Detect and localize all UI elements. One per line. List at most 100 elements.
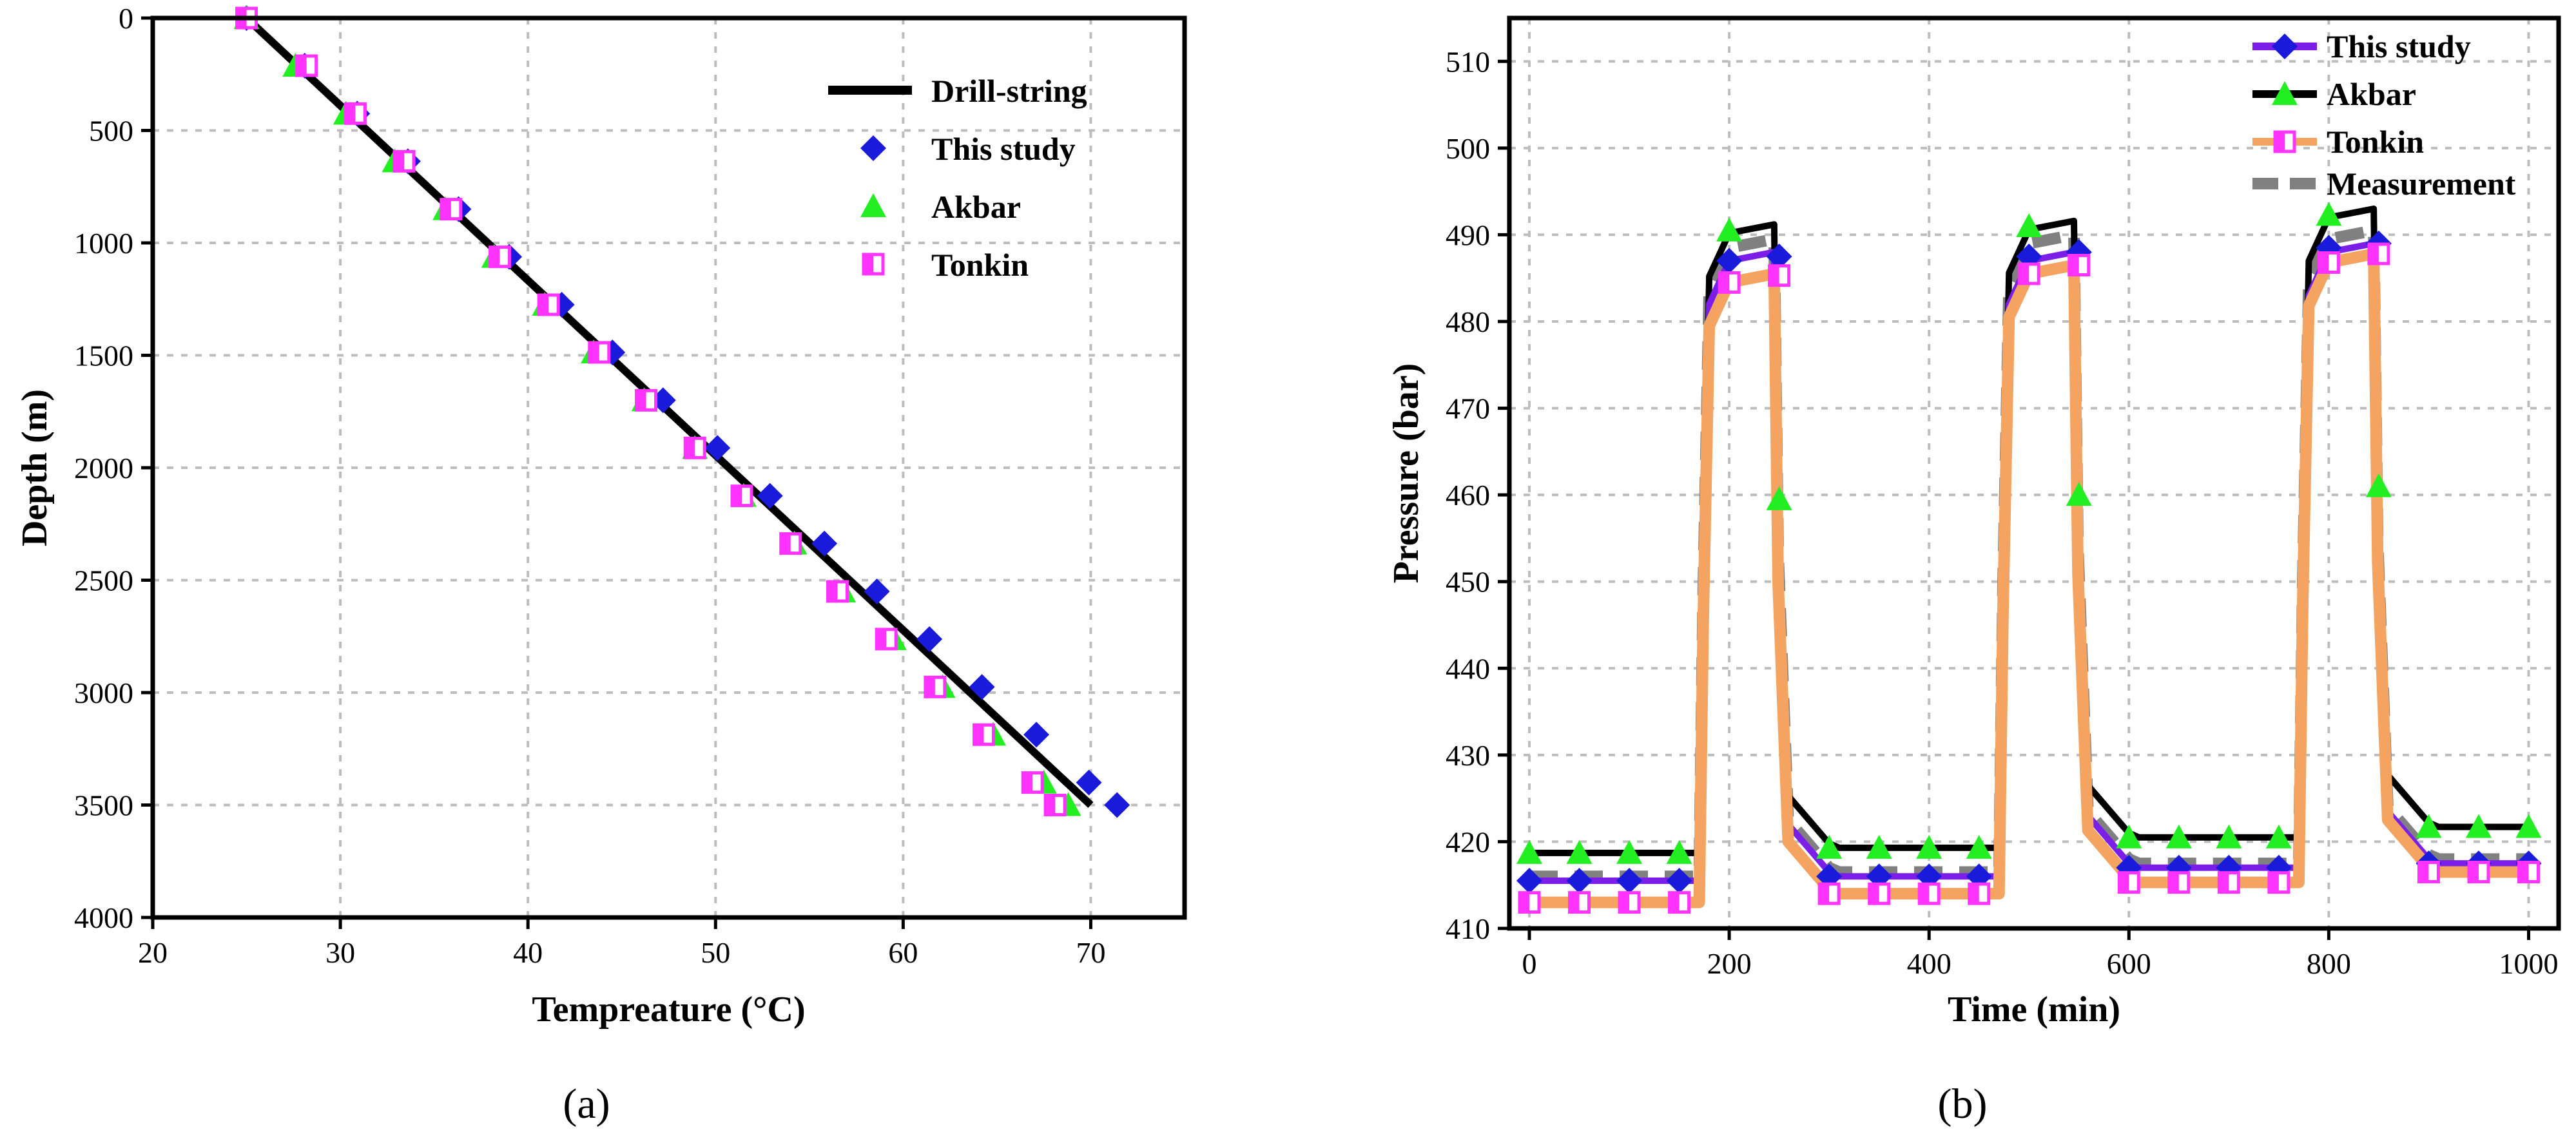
- tonkin-point-12-fill: [2119, 872, 2129, 892]
- legend-label-this-study: This study: [931, 131, 1076, 167]
- legend-label-this-study: This study: [2327, 28, 2471, 64]
- line-drill-string: [244, 15, 1094, 808]
- this-study-point-9: [704, 435, 731, 461]
- tonkin-point-17: [1043, 794, 1067, 816]
- legend-marker-tonkin: [2273, 130, 2296, 153]
- tonkin-point-2-fill: [1620, 892, 1630, 912]
- tick-label-y-4000: 4000: [74, 901, 133, 934]
- tonkin-point-3: [1668, 891, 1691, 914]
- tonkin-point-4-fill: [1719, 273, 1730, 293]
- tick-label-y-510: 510: [1446, 45, 1490, 78]
- tick-label-y-410: 410: [1446, 912, 1490, 945]
- tick-label-y-3000: 3000: [74, 676, 133, 709]
- tonkin-point-11-fill: [780, 533, 791, 553]
- legend-label-akbar: Akbar: [931, 189, 1021, 225]
- series-drill-string: [244, 15, 1094, 808]
- tick-label-x-200: 200: [1707, 947, 1752, 980]
- legend-swatch-tonkin-fill: [864, 254, 873, 274]
- tick-label-y-450: 450: [1446, 566, 1490, 599]
- this-study-point-17: [1104, 792, 1130, 818]
- legend-marker-akbar: [2272, 81, 2298, 105]
- tonkin-point-13-fill: [876, 629, 887, 649]
- tonkin-point-18-fill: [2419, 862, 2429, 882]
- akbar-point-1: [1566, 839, 1593, 864]
- tonkin-point-0: [1518, 891, 1541, 914]
- tick-label-y-490: 490: [1446, 218, 1490, 251]
- tick-label-y-3500: 3500: [74, 789, 133, 822]
- this-study-point-10: [757, 483, 783, 509]
- akbar-point-15: [2265, 824, 2292, 849]
- this-study-point-11: [811, 530, 838, 557]
- tick-label-y-480: 480: [1446, 305, 1490, 338]
- akbar-point-11: [2066, 482, 2092, 506]
- tonkin-point-3-fill: [394, 151, 405, 171]
- tonkin-point-12: [2117, 871, 2140, 894]
- tonkin-point-1-fill: [296, 55, 307, 75]
- tick-label-x-70: 70: [1076, 936, 1105, 969]
- tonkin-point-13: [2167, 871, 2191, 894]
- tonkin-point-7: [1868, 882, 1891, 905]
- legend-item-tonkin: Tonkin: [862, 247, 1029, 283]
- tick-label-y-500: 500: [1446, 132, 1490, 165]
- tick-label-y-1000: 1000: [74, 227, 133, 260]
- legend-marker-tonkin-fill: [2275, 132, 2285, 151]
- tonkin-point-7: [588, 341, 611, 364]
- panel-b-label: (b): [1938, 1080, 1988, 1127]
- tonkin-point-12-fill: [828, 581, 838, 601]
- tonkin-point-15-fill: [2269, 872, 2279, 892]
- tick-label-x-60: 60: [888, 936, 918, 969]
- tonkin-point-6: [1817, 882, 1841, 905]
- tonkin-point-4: [1718, 271, 1741, 294]
- panel-a-series: [233, 5, 1130, 818]
- tonkin-point-20: [2517, 861, 2540, 884]
- tonkin-point-2-fill: [345, 104, 356, 124]
- tonkin-point-16: [2317, 251, 2340, 274]
- akbar-point-17: [2365, 473, 2392, 497]
- legend-label-tonkin: Tonkin: [2327, 124, 2424, 160]
- akbar-point-18: [2416, 814, 2442, 838]
- tonkin-point-4: [440, 198, 463, 221]
- tonkin-point-11: [2068, 254, 2091, 277]
- tonkin-point-7-fill: [589, 342, 599, 362]
- series-tonkin: [1529, 248, 2529, 908]
- tonkin-point-11-fill: [2069, 255, 2079, 275]
- tonkin-point-9: [683, 436, 706, 459]
- panel-b-frame: [1507, 15, 2561, 931]
- tonkin-point-2: [1618, 891, 1641, 914]
- tonkin-point-8: [1917, 882, 1941, 905]
- markers-akbar: [1516, 202, 2542, 864]
- akbar-point-12: [2116, 824, 2142, 849]
- akbar-point-2: [1616, 839, 1643, 864]
- akbar-point-9: [1966, 834, 1992, 859]
- panel-b: 0 200 400 600 800 1000 410 420 430 440 450 460 470 48…: [1386, 15, 2561, 1127]
- tonkin-point-6: [537, 293, 560, 316]
- legend-label-akbar: Akbar: [2327, 76, 2416, 112]
- tick-label-x-50: 50: [701, 936, 730, 969]
- tick-label-y-0: 0: [119, 2, 133, 35]
- tick-label-x-600: 600: [2107, 947, 2151, 980]
- tonkin-point-16-fill: [1023, 772, 1033, 792]
- tonkin-point-17: [2367, 242, 2390, 265]
- tonkin-point-10-fill: [2019, 264, 2029, 283]
- tick-label-y-500: 500: [89, 115, 133, 148]
- tick-label-x-1000: 1000: [2499, 947, 2558, 980]
- tick-label-y-470: 470: [1446, 392, 1490, 425]
- this-study-point-0: [1516, 867, 1543, 894]
- panel-a-label: (a): [563, 1080, 610, 1127]
- tonkin-point-0-fill: [1520, 892, 1530, 912]
- tick-label-y-420: 420: [1446, 825, 1490, 858]
- panel-b-legend: This study Akbar Tonkin Measurement: [2252, 28, 2516, 202]
- tick-label-y-460: 460: [1446, 479, 1490, 512]
- this-study-point-1: [1566, 867, 1593, 894]
- tonkin-point-1: [1568, 891, 1591, 914]
- tick-label-y-1500: 1500: [74, 340, 133, 372]
- tonkin-point-2: [344, 102, 367, 125]
- tick-label-x-0: 0: [1522, 947, 1537, 980]
- tick-label-x-400: 400: [1907, 947, 1951, 980]
- akbar-point-0: [1516, 839, 1543, 864]
- tick-label-x-30: 30: [325, 936, 355, 969]
- markers-tonkin: [1518, 242, 2540, 914]
- tonkin-point-18: [2417, 861, 2440, 884]
- tonkin-point-15: [2267, 871, 2290, 894]
- legend-label-tonkin: Tonkin: [931, 247, 1029, 283]
